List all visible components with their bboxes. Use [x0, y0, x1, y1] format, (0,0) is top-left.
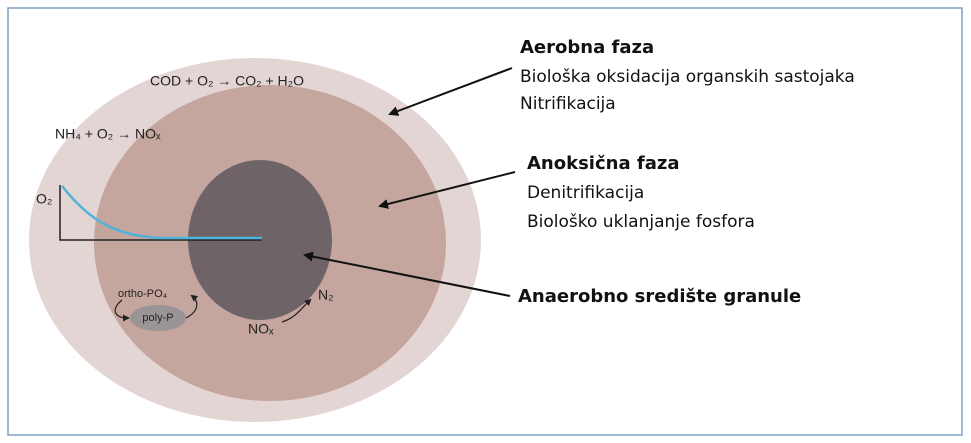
- nitrate-label: NOₓ: [248, 321, 274, 337]
- ortho-label: ortho-PO₄: [118, 288, 168, 300]
- zone-line: Biološka oksidacija organskih sastojaka: [520, 67, 855, 87]
- poly-label: poly-P: [142, 312, 173, 324]
- diagram: COD + O₂ → CO₂ + H₂O NH₄ + O₂ → NOₓ O₂ o…: [0, 0, 971, 443]
- zone-title: Aerobna faza: [520, 37, 654, 58]
- zone-title: Anaerobno središte granule: [518, 286, 801, 307]
- reaction: NH₄ + O₂ → NOₓ: [55, 126, 161, 142]
- nitrogen-label: N₂: [318, 287, 334, 303]
- page: COD + O₂ → CO₂ + H₂O NH₄ + O₂ → NOₓ O₂ o…: [0, 0, 971, 443]
- reaction: COD + O₂ → CO₂ + H₂O: [150, 73, 304, 89]
- zone-title: Anoksična faza: [527, 153, 679, 174]
- zone-line: Nitrifikacija: [520, 94, 616, 114]
- zone-line: Denitrifikacija: [527, 183, 644, 203]
- zone-line: Biološko uklanjanje fosfora: [527, 212, 755, 232]
- oxygen-label: O₂: [36, 191, 52, 207]
